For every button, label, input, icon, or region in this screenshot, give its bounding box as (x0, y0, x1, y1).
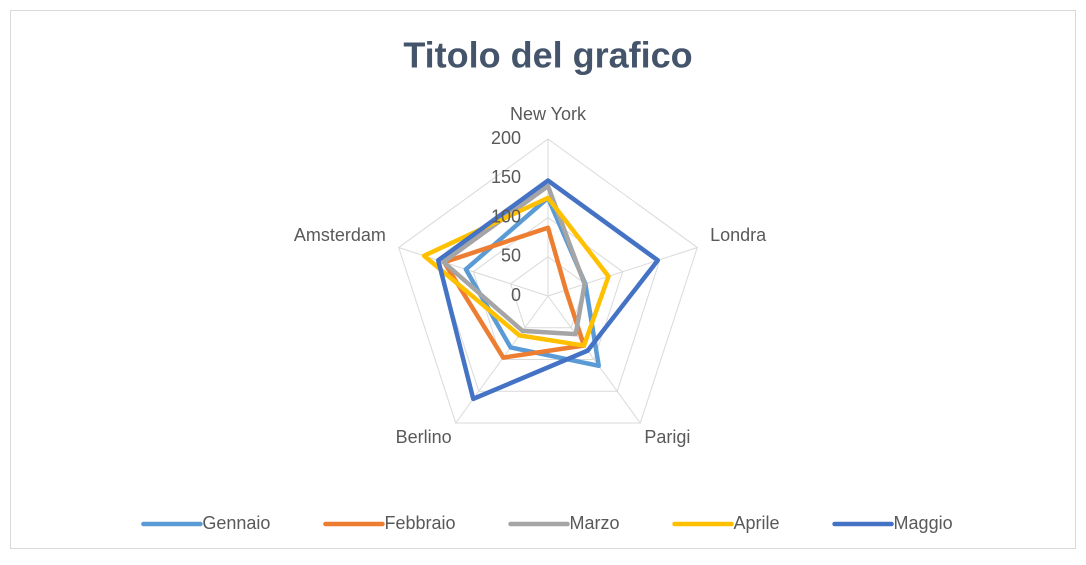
grid-line (472, 216, 624, 361)
category-label: New York (510, 104, 587, 124)
legend-label: Marzo (570, 513, 620, 533)
legend-label: Aprile (734, 513, 780, 533)
spoke (455, 295, 549, 424)
series-line (421, 195, 611, 348)
y-tick-label: 200 (491, 128, 521, 148)
series-line (436, 178, 660, 402)
category-label: Parigi (644, 427, 690, 447)
spoke (547, 295, 641, 424)
series-line (441, 183, 587, 337)
category-label: Londra (710, 225, 767, 245)
series-line (441, 225, 587, 360)
y-tick-label: 100 (491, 206, 521, 226)
spoke (547, 247, 698, 297)
grid-line (510, 256, 586, 329)
category-label: Berlino (396, 427, 452, 447)
legend-label: Febbraio (384, 513, 455, 533)
y-tick-label: 150 (491, 167, 521, 187)
chart-area (10, 10, 1076, 549)
legend-label: Maggio (894, 513, 953, 533)
y-tick-label: 50 (501, 246, 521, 266)
grid-line (398, 138, 698, 424)
category-label: Amsterdam (294, 225, 386, 245)
chart-title: Titolo del grafico (403, 35, 692, 76)
y-tick-label: 0 (511, 285, 521, 305)
legend-label: Gennaio (202, 513, 270, 533)
